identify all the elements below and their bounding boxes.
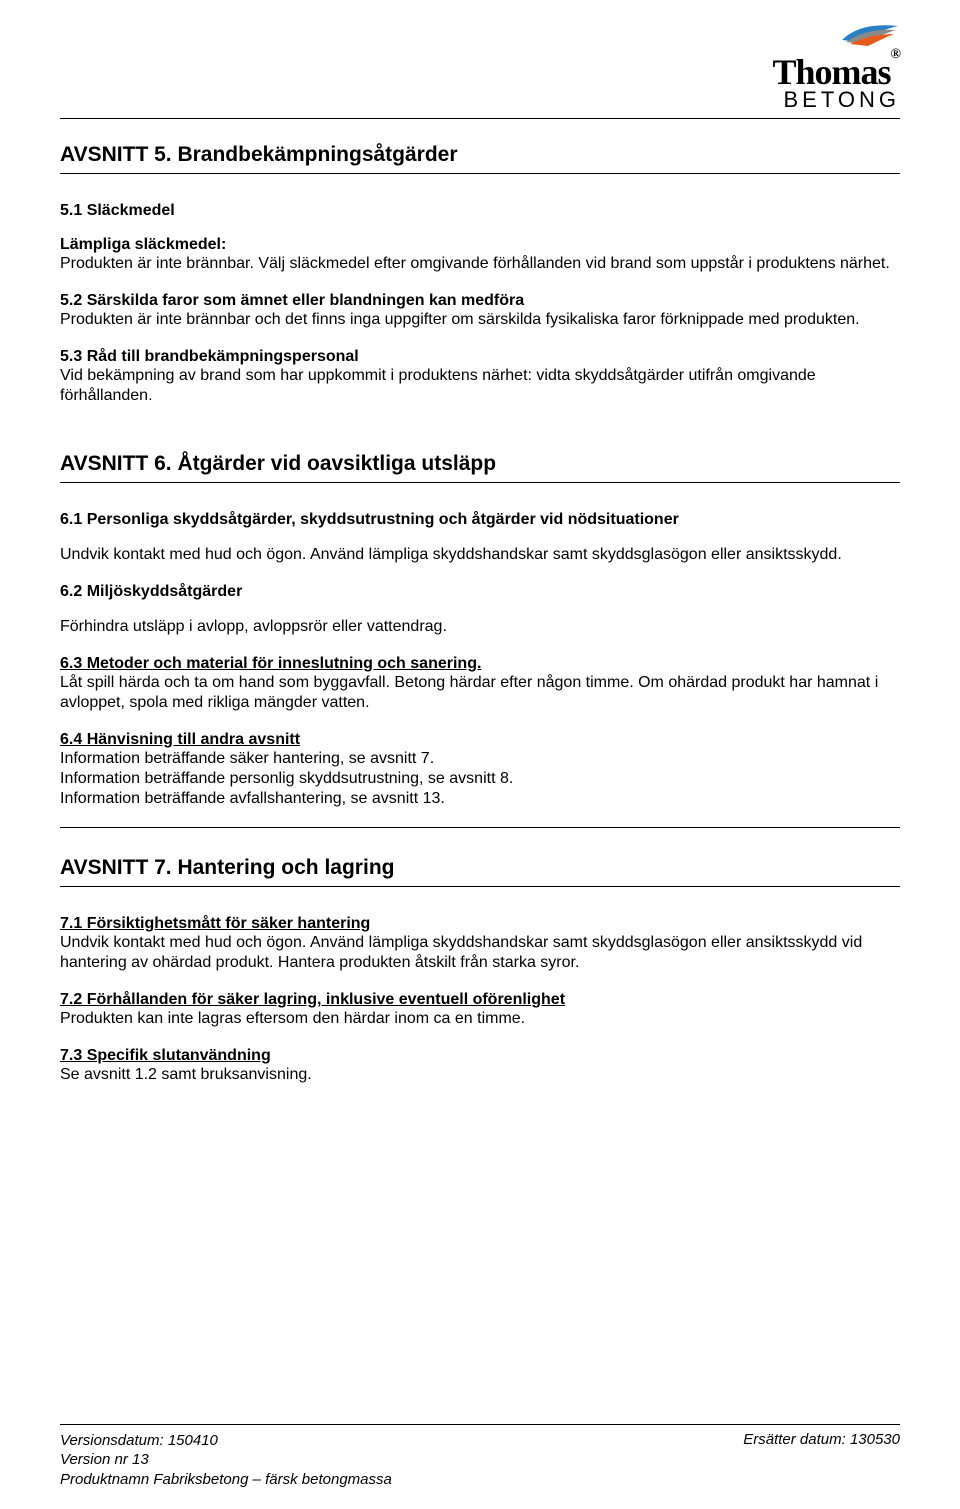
brand-logo: Thomas® BETONG bbox=[773, 20, 901, 113]
body-6-1: Undvik kontakt med hud och ögon. Använd … bbox=[60, 545, 900, 565]
section-6-2: 6.2 Miljöskyddsåtgärder Förhindra utsläp… bbox=[60, 583, 900, 637]
body-5-1: Produkten är inte brännbar. Välj släckme… bbox=[60, 254, 900, 274]
section-7-3: 7.3 Specifik slutanvändning Se avsnitt 1… bbox=[60, 1047, 900, 1085]
logo-brand-name: Thomas bbox=[773, 52, 891, 92]
footer-replaces: Ersätter datum: 130530 bbox=[743, 1431, 900, 1448]
registered-icon: ® bbox=[891, 47, 900, 62]
heading-6-1: 6.1 Personliga skyddsåtgärder, skyddsutr… bbox=[60, 511, 900, 529]
section-5-title: AVSNITT 5. Brandbekämpningsåtgärder bbox=[60, 143, 900, 167]
heading-6-3: 6.3 Metoder och material för inneslutnin… bbox=[60, 655, 900, 673]
section-5-1: 5.1 Släckmedel Lämpliga släckmedel: Prod… bbox=[60, 202, 900, 274]
section-7-title: AVSNITT 7. Hantering och lagring bbox=[60, 856, 900, 880]
section-6-4: 6.4 Hänvisning till andra avsnitt Inform… bbox=[60, 731, 900, 809]
page-footer: Versionsdatum: 150410 Version nr 13 Prod… bbox=[60, 1424, 900, 1490]
header-divider bbox=[60, 118, 900, 119]
body-6-4-line2: Information beträffande personlig skydds… bbox=[60, 769, 900, 789]
heading-7-2: 7.2 Förhållanden för säker lagring, inkl… bbox=[60, 991, 900, 1009]
body-6-2: Förhindra utsläpp i avlopp, avloppsrör e… bbox=[60, 617, 900, 637]
heading-5-2: 5.2 Särskilda faror som ämnet eller blan… bbox=[60, 292, 524, 309]
heading-6-4: 6.4 Hänvisning till andra avsnitt bbox=[60, 731, 900, 749]
footer-left: Versionsdatum: 150410 Version nr 13 Prod… bbox=[60, 1431, 392, 1490]
body-5-2: Produkten är inte brännbar och det finns… bbox=[60, 310, 900, 330]
section-5-3: 5.3 Råd till brandbekämpningspersonal Vi… bbox=[60, 348, 900, 406]
section-6-3: 6.3 Metoder och material för inneslutnin… bbox=[60, 655, 900, 713]
logo-brand-text: Thomas® bbox=[773, 51, 901, 93]
section-6-divider bbox=[60, 482, 900, 483]
section-5-2: 5.2 Särskilda faror som ämnet eller blan… bbox=[60, 292, 900, 330]
section-7-2: 7.2 Förhållanden för säker lagring, inkl… bbox=[60, 991, 900, 1029]
body-7-2: Produkten kan inte lagras eftersom den h… bbox=[60, 1009, 900, 1029]
section-6-1: 6.1 Personliga skyddsåtgärder, skyddsutr… bbox=[60, 511, 900, 565]
section-6-title: AVSNITT 6. Åtgärder vid oavsiktliga utsl… bbox=[60, 452, 900, 476]
section-7-1: 7.1 Försiktighetsmått för säker hanterin… bbox=[60, 915, 900, 973]
footer-version-nr: Version nr 13 bbox=[60, 1450, 392, 1470]
body-7-3: Se avsnitt 1.2 samt bruksanvisning. bbox=[60, 1065, 900, 1085]
footer-product: Produktnamn Fabriksbetong – färsk betong… bbox=[60, 1470, 392, 1490]
body-6-4-line3: Information beträffande avfallshantering… bbox=[60, 789, 900, 809]
footer-version-date: Versionsdatum: 150410 bbox=[60, 1431, 392, 1451]
heading-6-2: 6.2 Miljöskyddsåtgärder bbox=[60, 583, 900, 601]
heading-5-3: 5.3 Råd till brandbekämpningspersonal bbox=[60, 348, 359, 365]
lead-5-1: Lämpliga släckmedel: bbox=[60, 236, 900, 254]
body-6-3: Låt spill härda och ta om hand som bygga… bbox=[60, 673, 900, 713]
body-7-1: Undvik kontakt med hud och ögon. Använd … bbox=[60, 933, 900, 973]
body-5-3: Vid bekämpning av brand som har uppkommi… bbox=[60, 366, 900, 406]
heading-7-3: 7.3 Specifik slutanvändning bbox=[60, 1047, 900, 1065]
heading-5-1: 5.1 Släckmedel bbox=[60, 202, 900, 220]
section-6-end-divider bbox=[60, 827, 900, 828]
heading-7-1: 7.1 Försiktighetsmått för säker hanterin… bbox=[60, 915, 900, 933]
section-7-divider bbox=[60, 886, 900, 887]
logo-swoosh-icon bbox=[840, 20, 900, 48]
footer-divider bbox=[60, 1424, 900, 1425]
section-5-divider bbox=[60, 173, 900, 174]
footer-right: Ersätter datum: 130530 bbox=[743, 1431, 900, 1490]
body-6-4-line1: Information beträffande säker hantering,… bbox=[60, 749, 900, 769]
